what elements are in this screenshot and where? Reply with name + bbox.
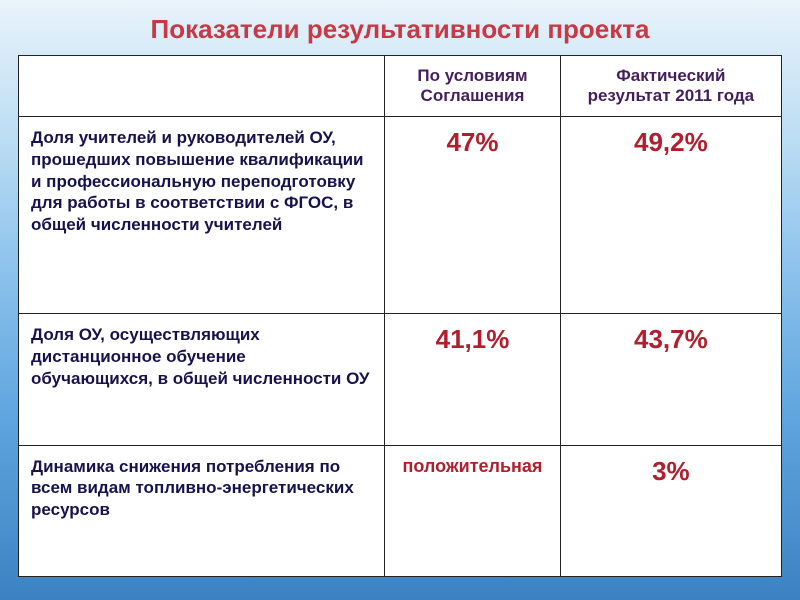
value-cell-col1: положительная bbox=[385, 445, 560, 576]
indicator-cell: Доля ОУ, осуществляющих дистанционное об… bbox=[19, 314, 385, 445]
value-cell-col2: 49,2% bbox=[560, 117, 781, 314]
value-cell-col1: 41,1% bbox=[385, 314, 560, 445]
table-header: По условиям Соглашения Фактический резул… bbox=[19, 56, 782, 117]
table-row: Доля ОУ, осуществляющих дистанционное об… bbox=[19, 314, 782, 445]
header-col1: По условиям Соглашения bbox=[385, 56, 560, 117]
slide-title: Показатели результативности проекта bbox=[18, 14, 782, 45]
table-row: Доля учителей и руководителей ОУ, прошед… bbox=[19, 117, 782, 314]
slide: Показатели результативности проекта По у… bbox=[0, 0, 800, 600]
header-blank bbox=[19, 56, 385, 117]
table-row: Динамика снижения потребления по всем ви… bbox=[19, 445, 782, 576]
value-cell-col2: 3% bbox=[560, 445, 781, 576]
value-cell-col2: 43,7% bbox=[560, 314, 781, 445]
value-cell-col1: 47% bbox=[385, 117, 560, 314]
indicator-cell: Доля учителей и руководителей ОУ, прошед… bbox=[19, 117, 385, 314]
indicator-cell: Динамика снижения потребления по всем ви… bbox=[19, 445, 385, 576]
header-col2: Фактический результат 2011 года bbox=[560, 56, 781, 117]
results-table: По условиям Соглашения Фактический резул… bbox=[18, 55, 782, 577]
